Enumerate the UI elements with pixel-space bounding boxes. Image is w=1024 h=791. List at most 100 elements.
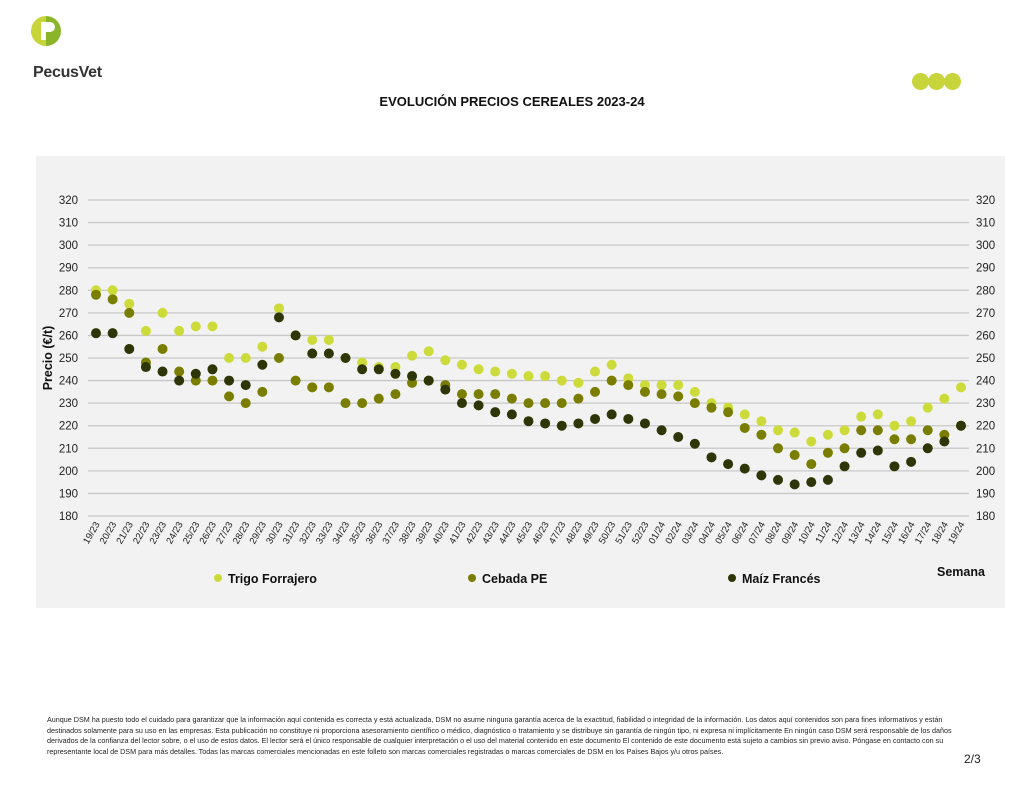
data-point-ma-z-franc-s	[590, 413, 601, 424]
disclaimer: Aunque DSM ha puesto todo el cuidado par…	[47, 715, 952, 756]
decorative-dots	[912, 73, 961, 95]
data-point-ma-z-franc-s	[656, 425, 667, 436]
data-point-ma-z-franc-s	[373, 364, 384, 375]
data-point-cebada-pe	[357, 398, 368, 409]
data-point-trigo-forrajero	[590, 366, 601, 377]
data-point-trigo-forrajero	[806, 436, 817, 447]
legend-label: Maíz Francés	[742, 572, 821, 586]
data-point-ma-z-franc-s	[390, 368, 401, 379]
y-tick-label-right: 190	[976, 488, 995, 500]
data-point-ma-z-franc-s	[240, 380, 251, 391]
data-point-ma-z-franc-s	[290, 330, 301, 341]
data-point-ma-z-franc-s	[257, 359, 268, 370]
data-point-ma-z-franc-s	[822, 474, 833, 485]
data-point-cebada-pe	[340, 398, 351, 409]
data-point-trigo-forrajero	[224, 353, 235, 363]
data-point-cebada-pe	[556, 398, 567, 409]
data-point-trigo-forrajero	[822, 429, 833, 440]
data-point-cebada-pe	[856, 425, 867, 436]
y-tick-label-left: 220	[59, 421, 78, 433]
data-point-cebada-pe	[473, 389, 484, 400]
data-point-cebada-pe	[307, 382, 318, 393]
data-point-cebada-pe	[872, 425, 883, 436]
data-point-ma-z-franc-s	[407, 371, 418, 382]
data-point-ma-z-franc-s	[706, 452, 717, 463]
y-tick-label-left: 280	[59, 285, 78, 297]
y-tick-label-left: 310	[59, 218, 78, 230]
data-point-cebada-pe	[240, 398, 251, 409]
data-point-cebada-pe	[124, 307, 135, 318]
data-point-cebada-pe	[390, 389, 401, 400]
data-point-cebada-pe	[257, 386, 268, 397]
y-tick-label-right: 240	[976, 376, 995, 388]
data-point-cebada-pe	[490, 389, 501, 400]
data-point-trigo-forrajero	[273, 303, 284, 314]
data-point-cebada-pe	[639, 386, 650, 397]
data-point-ma-z-franc-s	[273, 312, 284, 323]
data-point-cebada-pe	[273, 353, 284, 363]
y-axis-label: Precio (€/t)	[41, 326, 55, 391]
data-point-trigo-forrajero	[889, 420, 900, 431]
y-tick-label-right: 250	[976, 353, 995, 365]
data-point-cebada-pe	[689, 398, 700, 409]
data-point-trigo-forrajero	[656, 380, 667, 391]
data-point-trigo-forrajero	[956, 382, 966, 393]
data-point-ma-z-franc-s	[140, 362, 151, 373]
x-tick-label: 10/24	[796, 520, 817, 546]
data-point-trigo-forrajero	[157, 307, 168, 318]
y-tick-label-left: 230	[59, 398, 78, 410]
data-point-ma-z-franc-s	[773, 474, 784, 485]
data-point-trigo-forrajero	[906, 416, 917, 427]
data-point-cebada-pe	[756, 429, 767, 440]
data-point-trigo-forrajero	[506, 368, 517, 379]
data-point-ma-z-franc-s	[906, 456, 917, 467]
pecusvet-logo: PecusVet	[22, 14, 102, 81]
data-point-trigo-forrajero	[773, 425, 784, 436]
y-tick-label-left: 260	[59, 330, 78, 342]
data-point-ma-z-franc-s	[939, 436, 950, 447]
data-point-cebada-pe	[91, 289, 101, 300]
data-point-ma-z-franc-s	[689, 438, 700, 449]
y-tick-label-right: 230	[976, 398, 995, 410]
legend-marker	[214, 574, 222, 582]
data-point-cebada-pe	[290, 375, 301, 386]
data-point-cebada-pe	[590, 386, 601, 397]
data-point-cebada-pe	[822, 447, 833, 458]
y-tick-label-right: 200	[976, 466, 995, 478]
data-point-ma-z-franc-s	[423, 375, 434, 386]
y-tick-label-right: 270	[976, 308, 995, 320]
data-point-trigo-forrajero	[756, 416, 767, 427]
y-tick-label-left: 270	[59, 308, 78, 320]
data-point-trigo-forrajero	[573, 377, 584, 388]
data-point-trigo-forrajero	[407, 350, 418, 361]
data-point-cebada-pe	[723, 407, 734, 418]
data-point-trigo-forrajero	[124, 298, 135, 309]
data-point-trigo-forrajero	[190, 321, 201, 332]
x-tick-label: 19/24	[946, 520, 967, 546]
logo-mark-icon	[31, 16, 61, 46]
y-tick-label-left: 290	[59, 263, 78, 275]
data-point-trigo-forrajero	[856, 411, 867, 422]
data-point-trigo-forrajero	[240, 353, 251, 363]
data-point-trigo-forrajero	[473, 364, 484, 375]
data-point-cebada-pe	[673, 391, 684, 402]
data-point-ma-z-franc-s	[190, 368, 201, 379]
data-point-trigo-forrajero	[673, 380, 684, 391]
data-point-cebada-pe	[506, 393, 517, 404]
data-point-cebada-pe	[107, 294, 118, 305]
y-tick-label-left: 250	[59, 353, 78, 365]
data-point-ma-z-franc-s	[889, 461, 900, 472]
y-tick-label-left: 320	[59, 195, 78, 207]
data-point-trigo-forrajero	[789, 427, 800, 438]
data-point-trigo-forrajero	[606, 359, 617, 370]
data-point-trigo-forrajero	[140, 325, 151, 336]
data-point-cebada-pe	[606, 375, 617, 386]
data-point-ma-z-franc-s	[956, 420, 966, 431]
data-point-ma-z-franc-s	[307, 348, 318, 359]
data-point-trigo-forrajero	[939, 393, 950, 404]
data-point-cebada-pe	[739, 422, 750, 433]
y-tick-label-left: 180	[59, 511, 78, 523]
y-tick-label-left: 190	[59, 488, 78, 500]
data-point-ma-z-franc-s	[357, 364, 368, 375]
data-point-ma-z-franc-s	[157, 366, 168, 377]
